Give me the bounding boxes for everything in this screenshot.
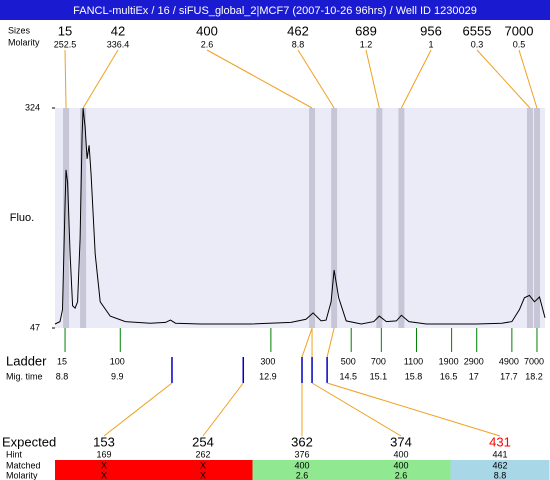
matched: 462: [492, 460, 507, 470]
expected-label: Matched: [6, 460, 41, 470]
matched: X: [200, 460, 206, 470]
expected-label: Hint: [6, 449, 23, 459]
peak-connector: [400, 49, 432, 109]
match-connector: [301, 327, 313, 358]
peak-size: 400: [196, 23, 218, 38]
hint: 376: [294, 449, 309, 459]
expected-label: Expected: [2, 434, 56, 449]
match-connector: [326, 327, 335, 358]
mig-time: 15.1: [370, 371, 388, 381]
peak-band: [526, 108, 533, 328]
matched-molarity: 2.6: [296, 470, 309, 480]
peaks-label: Sizes: [8, 25, 31, 35]
expected-size: 362: [291, 434, 313, 449]
peak-band: [63, 108, 70, 328]
expected-size: 374: [390, 434, 412, 449]
peak-size: 7000: [505, 23, 534, 38]
mig-time: 14.5: [339, 371, 357, 381]
expected-size: 431: [489, 434, 511, 449]
peaks-label: Molarity: [8, 37, 40, 47]
expected-connector: [202, 382, 244, 437]
plot-area: [55, 108, 545, 328]
peak-band: [398, 108, 405, 328]
y-tick-label: 47: [30, 322, 40, 332]
trace: [54, 107, 546, 325]
peak-connector: [365, 49, 380, 109]
ladder-size: 300: [260, 356, 275, 366]
hint: 169: [96, 449, 111, 459]
peak-connector: [206, 49, 313, 109]
expected-label: Molarity: [6, 470, 38, 480]
mig-time: 16.5: [440, 371, 458, 381]
match-cell: [55, 460, 154, 480]
peak-molarity: 336.4: [107, 39, 130, 49]
matched-molarity: 8.8: [494, 470, 507, 480]
expected-connector: [311, 382, 402, 437]
peak-size: 15: [58, 23, 72, 38]
peak-size: 689: [355, 23, 377, 38]
peak-molarity: 1: [428, 39, 433, 49]
peak-band: [309, 108, 316, 328]
mig-time: 18.2: [525, 371, 543, 381]
match-cell: [153, 460, 253, 480]
peak-band: [331, 108, 338, 328]
ladder-size: 7000: [524, 356, 544, 366]
expected-connector: [103, 382, 173, 437]
ladder-size: 500: [341, 356, 356, 366]
mig-time: 8.8: [56, 371, 69, 381]
expected-size: 153: [93, 434, 115, 449]
peak-connector: [476, 49, 531, 109]
mig-time: 17: [469, 371, 479, 381]
match-cell: [450, 460, 550, 480]
header-bar: [0, 0, 550, 20]
ladder-label: Ladder: [6, 353, 47, 368]
peak-connector: [518, 49, 538, 109]
peak-band: [533, 108, 540, 328]
expected-size: 254: [192, 434, 214, 449]
hint: 262: [195, 449, 210, 459]
matched-molarity: X: [200, 470, 206, 480]
mig-time: 9.9: [111, 371, 124, 381]
hint: 441: [492, 449, 507, 459]
peak-molarity: 0.5: [513, 39, 526, 49]
ladder-size: 15: [57, 356, 67, 366]
ladder-size: 1100: [404, 356, 423, 366]
peak-molarity: 252.5: [54, 39, 77, 49]
peak-size: 956: [420, 23, 442, 38]
peak-molarity: 2.6: [201, 39, 214, 49]
header-title: FANCL-multiEx / 16 / siFUS_global_2|MCF7…: [73, 5, 477, 17]
peak-size: 42: [111, 23, 125, 38]
mig-time: 15.8: [405, 371, 423, 381]
match-cell: [351, 460, 451, 480]
ladder-size: 1900: [439, 356, 459, 366]
ladder-label: Mig. time: [6, 371, 43, 381]
match-cell: [252, 460, 352, 480]
matched: X: [101, 460, 107, 470]
peak-connector: [64, 49, 67, 109]
y-axis-label: Fluo.: [10, 212, 34, 224]
expected-connector: [326, 382, 501, 437]
ladder-size: 700: [371, 356, 386, 366]
ladder-size: 4900: [499, 356, 519, 366]
matched-molarity: 2.6: [395, 470, 408, 480]
peak-band: [80, 108, 87, 328]
ladder-size: 100: [110, 356, 125, 366]
peak-molarity: 1.2: [360, 39, 373, 49]
hint: 400: [393, 449, 408, 459]
peak-molarity: 8.8: [292, 39, 305, 49]
peak-connector: [82, 49, 119, 109]
matched: 400: [393, 460, 408, 470]
peak-molarity: 0.3: [471, 39, 484, 49]
matched-molarity: X: [101, 470, 107, 480]
peak-size: 462: [287, 23, 309, 38]
ladder-size: 2900: [464, 356, 484, 366]
peak-connector: [297, 49, 335, 109]
mig-time: 12.9: [259, 371, 277, 381]
matched: 400: [294, 460, 309, 470]
y-tick-label: 324: [25, 102, 40, 112]
peak-band: [376, 108, 383, 328]
mig-time: 17.7: [500, 371, 518, 381]
peak-size: 6555: [463, 23, 492, 38]
